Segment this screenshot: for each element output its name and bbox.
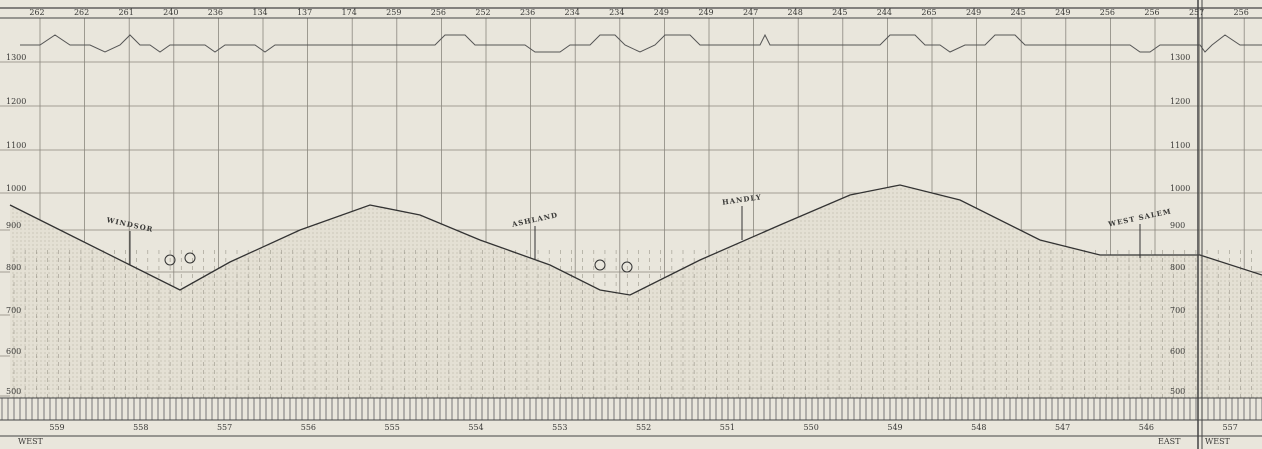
elevation-label: 500 (6, 387, 21, 396)
elevation-label: 1000 (6, 184, 26, 193)
header-number: 244 (877, 8, 892, 17)
header-number: 261 (119, 8, 134, 17)
milepost: 557 (217, 423, 232, 432)
marker (594, 259, 606, 271)
header-number: 256 (1234, 8, 1249, 17)
header-number: 234 (565, 8, 580, 17)
elevation-label: 700 (1170, 306, 1185, 315)
milepost: 558 (133, 423, 148, 432)
header-number: 247 (743, 8, 758, 17)
milepost: 555 (385, 423, 400, 432)
header-number: 174 (342, 8, 357, 17)
elevation-label: 1000 (1170, 184, 1190, 193)
milepost: 548 (971, 423, 986, 432)
marker (164, 254, 176, 266)
elevation-label: 1300 (1170, 53, 1190, 62)
footer-left: WEST (18, 437, 44, 446)
footer-west: WEST (1205, 437, 1231, 446)
elevation-label: 900 (6, 221, 21, 230)
header-number: 249 (698, 8, 713, 17)
header-number: 249 (966, 8, 981, 17)
header-number: 265 (921, 8, 936, 17)
milepost: 554 (468, 423, 483, 432)
elevation-label: 800 (6, 263, 21, 272)
milepost: 559 (49, 423, 64, 432)
elevation-label: 1100 (6, 141, 26, 150)
elevation-label: 600 (1170, 347, 1185, 356)
header-number: 262 (74, 8, 89, 17)
milepost: 549 (887, 423, 902, 432)
elevation-label: 1100 (1170, 141, 1190, 150)
header-number: 257 (1189, 8, 1204, 17)
milepost: 556 (301, 423, 316, 432)
milepost: 551 (720, 423, 735, 432)
milepost: 557 (1223, 423, 1238, 432)
header-number: 256 (1100, 8, 1115, 17)
header-number: 245 (1011, 8, 1026, 17)
header-number: 256 (1144, 8, 1159, 17)
header-number: 252 (475, 8, 490, 17)
header-number: 234 (609, 8, 624, 17)
header-number: 256 (431, 8, 446, 17)
milepost: 550 (804, 423, 819, 432)
header-number: 240 (163, 8, 178, 17)
milepost: 546 (1139, 423, 1154, 432)
header-number: 262 (29, 8, 44, 17)
header-number: 134 (252, 8, 267, 17)
curvature-line (20, 33, 1262, 53)
header-number: 236 (520, 8, 535, 17)
header-number: 259 (386, 8, 401, 17)
station-dashes (13, 250, 1252, 398)
header-number: 236 (208, 8, 223, 17)
profile-fill (10, 185, 1262, 398)
milepost: 547 (1055, 423, 1070, 432)
header-number: 245 (832, 8, 847, 17)
header-number: 137 (297, 8, 312, 17)
footer-east: EAST (1158, 437, 1181, 446)
header-number: 249 (654, 8, 669, 17)
header-number: 248 (788, 8, 803, 17)
profile-line (9, 184, 1262, 296)
milepost: 552 (636, 423, 651, 432)
elevation-label: 600 (6, 347, 21, 356)
elevation-label: 700 (6, 306, 21, 315)
header-number: 249 (1055, 8, 1070, 17)
hatch-strip (0, 398, 1262, 420)
elevation-label: 1300 (6, 53, 26, 62)
elevation-label: 1200 (6, 97, 26, 106)
marker (621, 261, 633, 273)
elevation-label: 900 (1170, 221, 1185, 230)
elevation-label: 800 (1170, 263, 1185, 272)
elevation-label: 500 (1170, 387, 1185, 396)
milepost: 553 (552, 423, 567, 432)
elevation-label: 1200 (1170, 97, 1190, 106)
marker (184, 252, 196, 264)
